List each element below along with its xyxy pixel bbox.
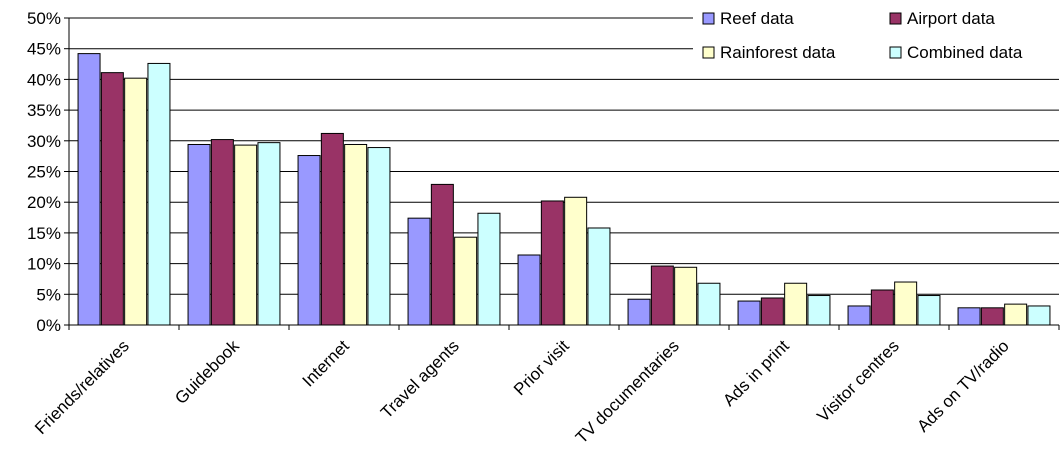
y-tick-label: 15% [27, 224, 61, 243]
legend-swatch [702, 46, 715, 59]
x-tick-label: Prior visit [510, 336, 573, 399]
bar-combined-data-6 [807, 295, 831, 326]
bar-rainforest-data-4 [564, 196, 588, 326]
legend-item: Reef data [702, 9, 794, 28]
bar-airport-data-5 [650, 265, 674, 326]
bar-rainforest-data-7 [894, 281, 918, 326]
bar-rainforest-data-1 [234, 144, 258, 326]
y-tick-label: 50% [27, 9, 61, 28]
y-tick-label: 45% [27, 40, 61, 59]
legend-swatch [889, 46, 902, 59]
legend-swatch [889, 12, 902, 25]
x-tick-label: Ads on TV/radio [913, 336, 1012, 435]
bar-airport-data-2 [320, 132, 344, 326]
bar-airport-data-7 [870, 289, 894, 326]
legend-box [693, 2, 1059, 70]
legend-label: Reef data [720, 9, 794, 28]
x-tick-label: Friends/relatives [31, 336, 133, 438]
bar-reef-data-0 [77, 53, 101, 326]
bar-airport-data-4 [540, 200, 564, 326]
y-tick-label: 25% [27, 163, 61, 182]
bar-combined-data-8 [1027, 305, 1051, 326]
y-tick-label: 20% [27, 193, 61, 212]
bar-combined-data-1 [257, 142, 281, 326]
bar-reef-data-3 [407, 217, 431, 326]
x-tick-label: Travel agents [377, 336, 463, 422]
bar-reef-data-6 [737, 300, 761, 326]
x-tick-label: Visitor centres [813, 336, 902, 425]
bar-reef-data-8 [957, 307, 981, 326]
x-tick-label: Internet [299, 336, 353, 390]
y-tick-label: 40% [27, 70, 61, 89]
bar-rainforest-data-6 [784, 282, 808, 326]
y-tick-label: 10% [27, 255, 61, 274]
bar-rainforest-data-0 [124, 77, 148, 326]
bar-reef-data-5 [627, 298, 651, 326]
bar-combined-data-2 [367, 147, 391, 326]
legend-item: Combined data [889, 43, 1023, 62]
bar-combined-data-3 [477, 212, 501, 326]
legend-label: Combined data [907, 43, 1023, 62]
x-tick-label: Ads in print [719, 336, 793, 410]
bar-combined-data-0 [147, 62, 171, 326]
bar-airport-data-1 [210, 139, 234, 326]
bar-reef-data-7 [847, 305, 871, 326]
bar-rainforest-data-3 [454, 236, 478, 326]
y-tick-label: 0% [36, 316, 61, 335]
bar-airport-data-0 [100, 72, 124, 326]
bar-reef-data-4 [517, 254, 541, 326]
bar-rainforest-data-2 [344, 143, 368, 326]
legend-swatch [702, 12, 715, 25]
legend: Reef data Airport data Rainforest data Comb… [693, 2, 1059, 70]
bar-combined-data-4 [587, 227, 611, 326]
bar-combined-data-5 [697, 282, 721, 326]
y-axis-ticks: 0% 5% 10% 15% 20% 25% 30% 35% 40% 45% 50% [27, 9, 69, 335]
legend-label: Rainforest data [720, 43, 836, 62]
bar-reef-data-1 [187, 143, 211, 326]
bar-airport-data-6 [760, 297, 784, 326]
bar-reef-data-2 [297, 155, 321, 326]
x-tick-label: TV documentaries [572, 336, 683, 447]
y-tick-label: 30% [27, 132, 61, 151]
y-tick-label: 5% [36, 285, 61, 304]
bar-airport-data-3 [430, 183, 454, 326]
x-tick-label: Guidebook [171, 336, 243, 408]
y-tick-label: 35% [27, 101, 61, 120]
x-axis-ticks: Friends/relatives Guidebook Internet Travel… [31, 325, 1060, 447]
bar-airport-data-8 [980, 307, 1004, 326]
legend-label: Airport data [907, 9, 995, 28]
bar-combined-data-7 [917, 295, 941, 326]
legend-item: Airport data [889, 9, 995, 28]
axes [68, 18, 1059, 326]
bar-rainforest-data-5 [674, 266, 698, 326]
bar-rainforest-data-8 [1004, 303, 1028, 326]
legend-item: Rainforest data [702, 43, 836, 62]
bars [77, 53, 1051, 326]
